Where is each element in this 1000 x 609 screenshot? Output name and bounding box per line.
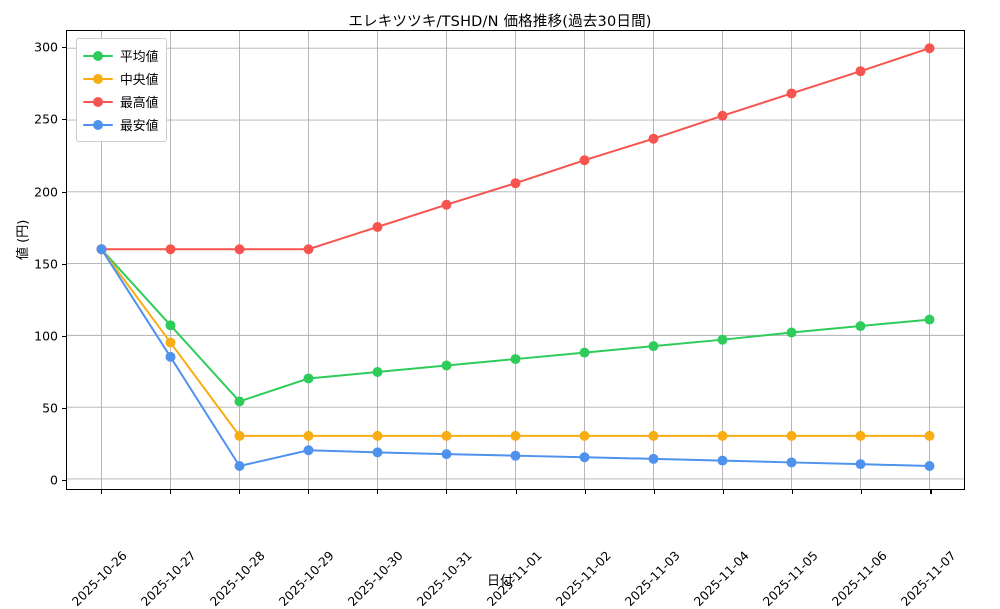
data-point-marker	[855, 459, 866, 470]
y-axis-tick-label: 300	[34, 39, 58, 55]
x-axis-tick-mark	[100, 490, 102, 494]
data-point-marker	[165, 351, 176, 362]
legend-item[interactable]: 最高値	[83, 90, 158, 113]
x-axis-tick-mark	[169, 490, 171, 494]
data-point-marker	[510, 178, 521, 189]
y-axis-label: 値 (円)	[16, 219, 31, 260]
data-point-marker	[579, 452, 590, 463]
data-point-marker	[441, 449, 452, 460]
chart-title: エレキツツキ/TSHD/N 価格推移(過去30日間)	[348, 14, 652, 30]
legend-dot-icon	[93, 73, 103, 84]
x-axis-tick-mark	[584, 490, 586, 494]
legend-item-label: 最安値	[120, 119, 159, 134]
data-point-marker	[510, 354, 521, 365]
data-point-marker	[855, 321, 866, 332]
data-point-marker	[579, 430, 590, 441]
legend-item[interactable]: 平均値	[83, 44, 158, 67]
legend-item-label: 中央値	[120, 73, 159, 88]
data-point-marker	[441, 360, 452, 371]
data-point-marker	[855, 430, 866, 441]
data-point-marker	[165, 337, 176, 348]
y-axis-tick-label: 50	[42, 400, 58, 416]
data-point-marker	[579, 155, 590, 166]
data-point-marker	[234, 461, 245, 472]
data-point-marker	[924, 314, 935, 325]
data-point-marker	[234, 396, 245, 407]
series-line	[100, 248, 931, 437]
data-point-marker	[786, 430, 797, 441]
x-axis-tick-mark	[792, 490, 794, 494]
gridlines	[67, 31, 964, 489]
x-axis-tick-mark	[861, 490, 863, 494]
data-point-marker	[924, 43, 935, 54]
data-point-marker	[717, 430, 728, 441]
x-axis-tick-mark	[722, 490, 725, 494]
x-axis-tick-mark	[653, 490, 655, 494]
legend-swatch-icon	[83, 95, 113, 109]
x-axis-tick-mark	[308, 490, 310, 494]
data-point-marker	[648, 430, 659, 441]
data-point-marker	[786, 88, 797, 99]
legend-dot-icon	[93, 50, 103, 61]
legend-dot-icon	[93, 119, 103, 130]
x-axis-label: 日付	[486, 574, 513, 589]
legend-item[interactable]: 中央値	[83, 67, 158, 90]
data-point-marker	[303, 445, 314, 456]
data-point-marker	[234, 244, 245, 255]
data-point-marker	[372, 447, 383, 458]
data-point-marker	[303, 244, 314, 255]
data-point-marker	[165, 320, 176, 331]
x-axis-tick-mark	[377, 490, 379, 494]
x-axis-tick-mark	[930, 490, 932, 494]
legend-item-label: 最高値	[120, 96, 159, 111]
data-point-marker	[717, 110, 728, 121]
y-axis-tick-label: 250	[34, 111, 58, 127]
data-point-marker	[510, 430, 521, 441]
legend-swatch-icon	[83, 72, 113, 86]
data-point-marker	[303, 430, 314, 441]
x-axis-tick-mark	[446, 490, 448, 494]
data-point-marker	[441, 430, 452, 441]
legend-item-label: 平均値	[120, 50, 159, 65]
data-point-marker	[165, 244, 176, 255]
chart-legend: 平均値中央値最高値最安値	[76, 38, 168, 142]
series-line	[100, 47, 931, 251]
legend-swatch-icon	[83, 49, 113, 63]
data-point-marker	[510, 450, 521, 461]
data-point-marker	[786, 457, 797, 468]
data-point-marker	[786, 327, 797, 338]
data-point-marker	[579, 347, 590, 358]
data-point-marker	[855, 66, 866, 77]
legend-swatch-icon	[83, 118, 113, 132]
x-axis-tick-mark	[515, 490, 517, 494]
data-point-marker	[441, 199, 452, 210]
data-point-marker	[372, 367, 383, 377]
series-line	[100, 248, 931, 403]
data-point-marker	[648, 133, 659, 144]
data-point-marker	[303, 373, 314, 384]
plot-area	[66, 30, 965, 490]
data-series-layer	[96, 43, 935, 472]
data-point-marker	[717, 455, 728, 466]
y-axis-tick-label: 100	[34, 328, 58, 344]
data-point-marker	[648, 341, 659, 352]
data-point-marker	[96, 244, 107, 255]
y-axis-tick-label: 200	[34, 184, 58, 199]
data-point-marker	[372, 221, 383, 232]
data-point-marker	[924, 430, 935, 441]
data-point-marker	[648, 453, 659, 464]
y-axis-tick-label: 0	[50, 472, 58, 488]
x-axis-tick-mark	[238, 490, 240, 494]
legend-item[interactable]: 最安値	[83, 113, 158, 136]
data-point-marker	[924, 461, 935, 472]
data-point-marker	[717, 334, 728, 345]
data-point-marker	[234, 430, 245, 441]
y-axis-tick-label: 150	[34, 256, 58, 272]
legend-dot-icon	[93, 96, 103, 107]
data-point-marker	[372, 430, 383, 441]
